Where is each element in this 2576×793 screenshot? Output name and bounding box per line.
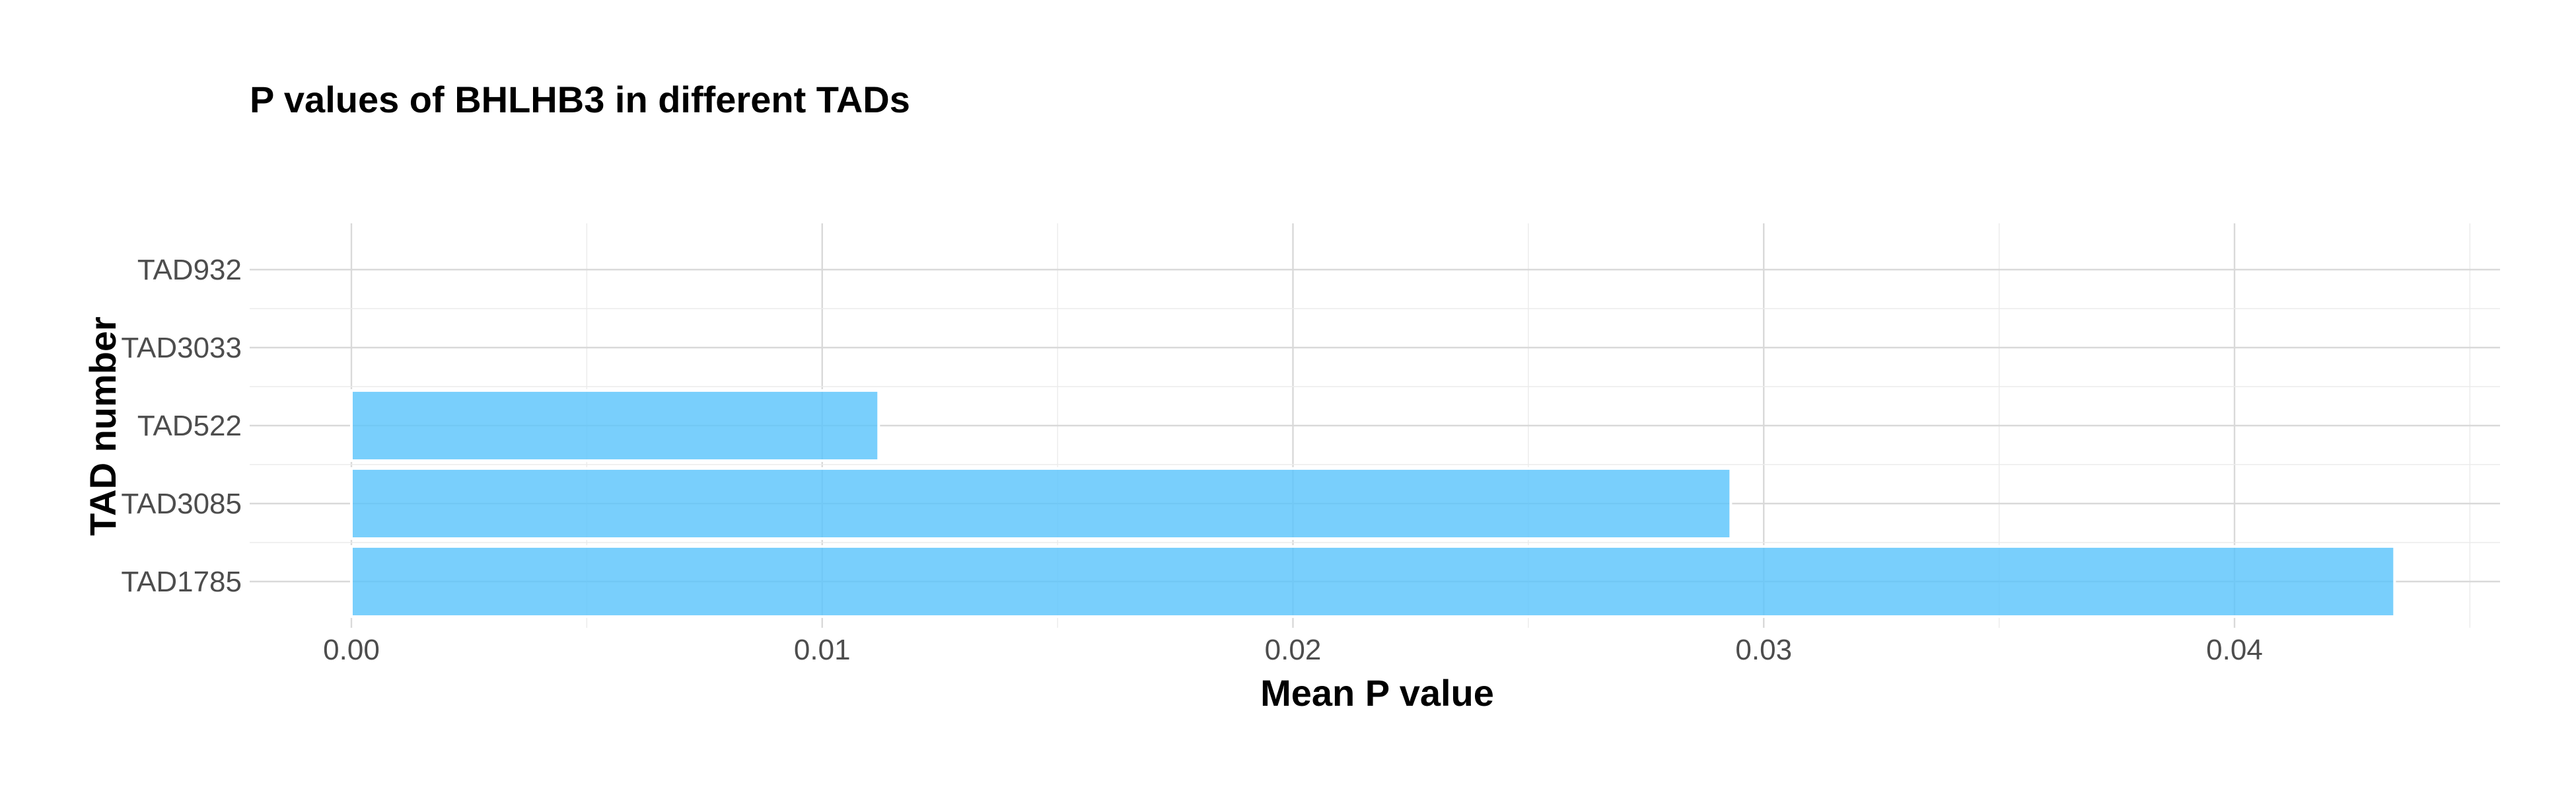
x-tick-label: 0.01 — [794, 634, 851, 666]
y-tick-labels: TAD932 TAD3033 TAD522 TAD3085 TAD1785 — [121, 254, 242, 598]
y-tick-label: TAD3085 — [121, 488, 242, 520]
bar-tad1785 — [350, 545, 2396, 619]
x-tick-label: 0.04 — [2206, 634, 2263, 666]
y-axis-title: TAD number — [82, 317, 124, 536]
y-tick-label: TAD1785 — [121, 566, 242, 598]
x-tick-label: 0.02 — [1265, 634, 1322, 666]
bar-tad522 — [350, 389, 880, 463]
bars — [350, 389, 2396, 619]
bar-tad3085 — [350, 467, 1733, 541]
x-tick-labels: 0.00 0.01 0.02 0.03 0.04 — [323, 634, 2263, 666]
y-tick-label: TAD932 — [137, 254, 242, 286]
x-tick-label: 0.00 — [323, 634, 380, 666]
chart-title: P values of BHLHB3 in different TADs — [250, 79, 910, 120]
x-axis-title: Mean P value — [1260, 672, 1494, 714]
y-tick-label: TAD522 — [137, 410, 242, 442]
y-tick-label: TAD3033 — [121, 332, 242, 364]
x-tick-label: 0.03 — [1735, 634, 1792, 666]
